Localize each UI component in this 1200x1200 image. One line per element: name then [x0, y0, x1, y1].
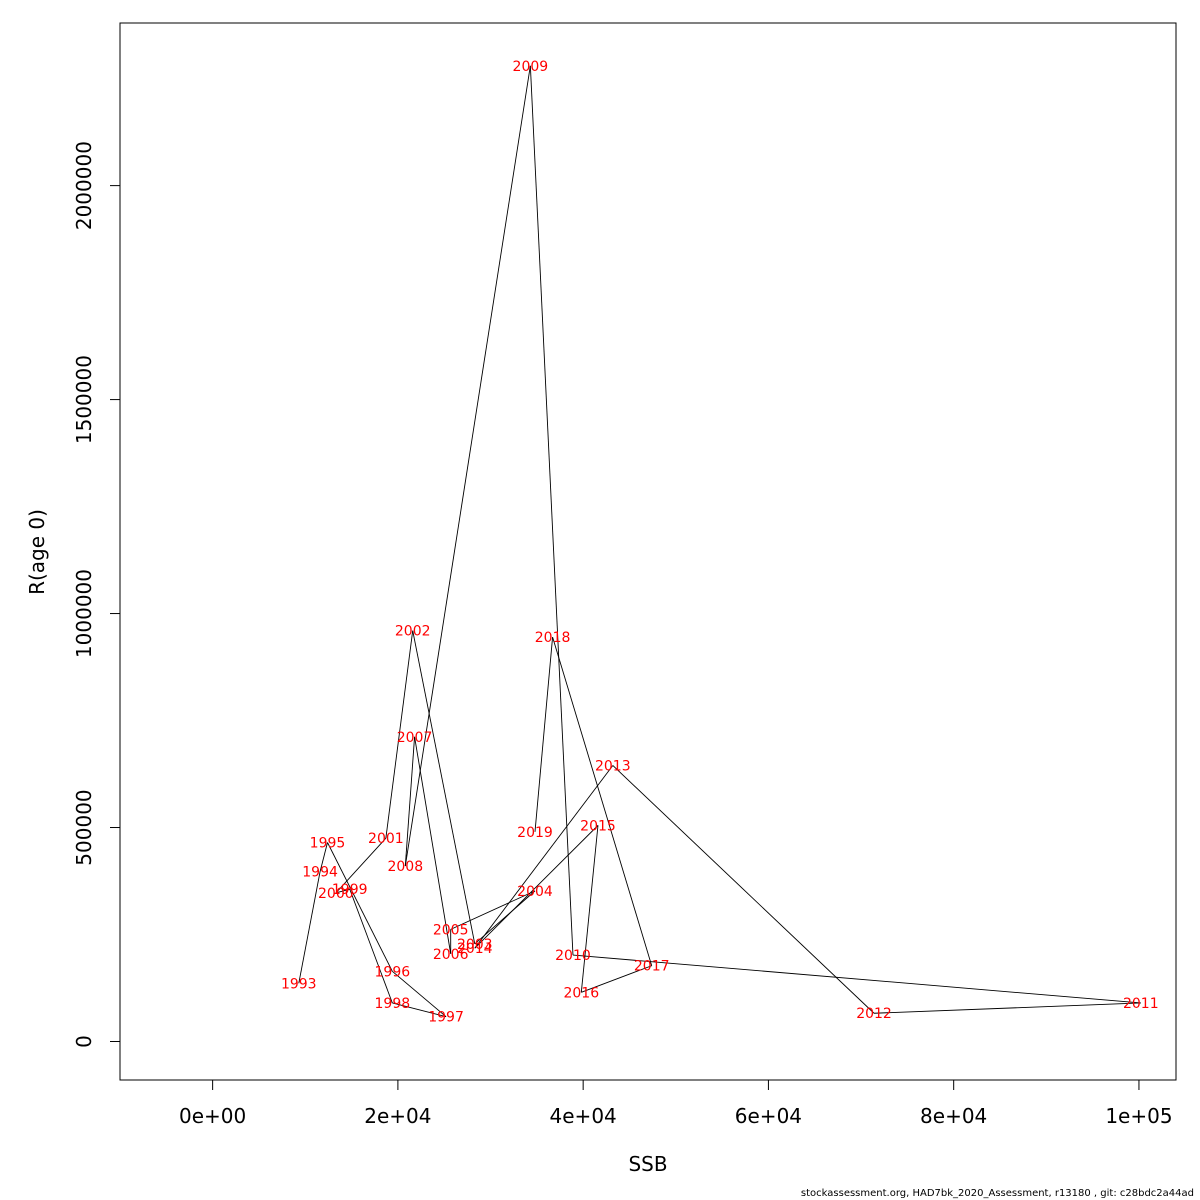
- year-label-2011: 2011: [1123, 996, 1159, 1012]
- series-segment-2000-2001: [335, 837, 387, 894]
- series-segment-2012-2013: [612, 765, 875, 1014]
- year-label-1997: 1997: [428, 1010, 464, 1026]
- year-label-2019: 2019: [517, 825, 553, 841]
- series-segment-2018-2019: [534, 637, 554, 832]
- x-tick-label: 6e+04: [735, 1104, 802, 1128]
- year-label-2014: 2014: [457, 941, 493, 957]
- year-label-2007: 2007: [397, 730, 433, 746]
- year-label-2001: 2001: [368, 831, 404, 847]
- x-tick-label: 1e+05: [1105, 1104, 1172, 1128]
- series-path: [298, 65, 1141, 1018]
- year-label-2013: 2013: [595, 758, 631, 774]
- year-label-2012: 2012: [856, 1006, 892, 1022]
- x-tick-label: 8e+04: [920, 1104, 987, 1128]
- y-tick-label: 1000000: [72, 569, 96, 658]
- y-axis: 0 500000 1000000 1500000 2000000: [72, 141, 121, 1048]
- series-segment-2009-2010: [529, 65, 574, 956]
- year-label-2005: 2005: [433, 922, 469, 938]
- year-label-2017: 2017: [634, 959, 670, 975]
- year-label-2010: 2010: [555, 948, 591, 964]
- y-tick-label: 0: [72, 1035, 96, 1048]
- series-segment-1997-1998: [392, 1002, 447, 1018]
- series-segment-2007-2008: [404, 736, 416, 867]
- series-segment-1994-1995: [319, 842, 328, 872]
- year-label-2000: 2000: [318, 886, 354, 902]
- x-tick-label: 0e+00: [179, 1104, 246, 1128]
- series-segment-2006-2007: [414, 736, 452, 954]
- series-segment-1999-2000: [335, 888, 350, 894]
- year-label-1994: 1994: [302, 865, 338, 881]
- year-label-2008: 2008: [387, 859, 423, 875]
- year-label-2009: 2009: [513, 59, 549, 75]
- y-tick-label: 1500000: [72, 355, 96, 444]
- x-tick-label: 2e+04: [364, 1104, 431, 1128]
- series-segment-2002-2003: [412, 630, 476, 945]
- year-label-2016: 2016: [563, 985, 599, 1001]
- year-label-1996: 1996: [375, 964, 411, 980]
- series-segment-2014-2015: [474, 825, 599, 949]
- y-tick-label: 2000000: [72, 141, 96, 230]
- plot-frame: [119, 22, 1177, 1081]
- year-label-2018: 2018: [535, 630, 571, 646]
- year-label-1999: 1999: [332, 882, 368, 898]
- series-segment-2015-2016: [580, 825, 599, 993]
- series-segment-1998-1999: [349, 888, 393, 1004]
- year-label-1995: 1995: [310, 835, 346, 851]
- series-segment-2010-2011: [572, 954, 1141, 1004]
- series-segment-2017-2018: [552, 636, 653, 966]
- series-segment-1995-1996: [327, 842, 393, 972]
- x-axis-title: SSB: [628, 1152, 667, 1176]
- year-label-2015: 2015: [580, 818, 616, 834]
- year-label-1993: 1993: [281, 976, 317, 992]
- year-label-2002: 2002: [395, 624, 431, 640]
- series-segment-2001-2002: [385, 630, 414, 839]
- year-label-2003: 2003: [457, 937, 493, 953]
- series-segment-2004-2005: [450, 890, 536, 930]
- series-segment-2016-2017: [581, 965, 652, 993]
- y-axis-title: R(age 0): [25, 509, 49, 595]
- x-axis: 0e+00 2e+04 4e+04 6e+04 8e+04 1e+05: [179, 1079, 1173, 1128]
- series-segment-2008-2009: [404, 65, 531, 867]
- y-tick-label: 500000: [72, 789, 96, 865]
- year-label-1998: 1998: [375, 996, 411, 1012]
- footer-credit: stockassessment.org, HAD7bk_2020_Assessm…: [800, 1188, 1194, 1199]
- x-tick-label: 4e+04: [550, 1104, 617, 1128]
- series-segment-2013-2014: [474, 765, 614, 949]
- series-segment-1996-1997: [392, 970, 447, 1018]
- series-segment-2011-2012: [874, 1002, 1141, 1014]
- year-label-2004: 2004: [517, 884, 553, 900]
- series-segment-1993-1994: [298, 871, 321, 984]
- year-label-2006: 2006: [433, 947, 469, 963]
